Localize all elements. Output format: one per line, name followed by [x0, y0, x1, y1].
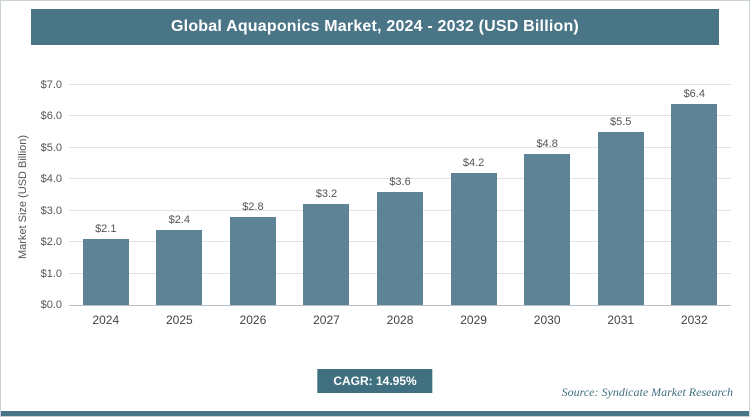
- gridline: [69, 178, 731, 180]
- bar-column: $4.2: [437, 86, 511, 305]
- x-tick-label: 2031: [607, 313, 635, 327]
- bar-value-label: $4.2: [462, 157, 485, 169]
- gridline: [69, 146, 731, 148]
- x-tick-label: 2027: [313, 313, 340, 327]
- bar: [450, 173, 497, 305]
- bar-column: $5.5: [584, 86, 658, 305]
- source-attribution: Source: Syndicate Market Research: [561, 385, 733, 399]
- bar: [671, 103, 718, 305]
- y-tick-label: $7.0: [40, 79, 62, 91]
- bar-value-label: $2.8: [242, 201, 264, 213]
- bar: [597, 132, 644, 305]
- gridline: [69, 115, 731, 117]
- x-tick-label: 2024: [92, 313, 120, 327]
- bar: [377, 191, 424, 305]
- bar-value-label: $6.4: [683, 87, 705, 100]
- x-tick-label: 2030: [533, 313, 561, 327]
- bar: [303, 204, 350, 305]
- y-tick-label: $5.0: [40, 141, 62, 154]
- bar-columns: $2.1 $2.4 $2.8 $3.2 $3.6 $4.2 $4.8 $5.5 $6.4: [69, 86, 731, 305]
- bar-value-label: $3.2: [315, 188, 338, 201]
- bar-column: $2.1: [69, 86, 143, 305]
- bar-value-label: $2.4: [168, 213, 191, 226]
- y-tick-label: $4.0: [40, 173, 62, 186]
- cagr-badge: CAGR: 14.95%: [317, 369, 433, 393]
- x-tick-label: 2026: [239, 313, 267, 327]
- bottom-accent-strip: [1, 411, 749, 416]
- bar-column: $3.6: [363, 86, 437, 305]
- y-tick-label: $3.0: [40, 204, 62, 217]
- y-tick-label: $6.0: [40, 110, 62, 123]
- bar-value-label: $3.6: [389, 175, 411, 188]
- bar-column: $2.4: [143, 86, 217, 305]
- y-tick-label: $1.0: [40, 267, 62, 280]
- x-axis-labels: 2024 2025 2026 2027 2028 2029 2030 2031 2032: [69, 313, 731, 327]
- bar: [156, 229, 203, 305]
- chart-title: Global Aquaponics Market, 2024 - 2032 (U…: [31, 9, 719, 45]
- bar: [82, 239, 129, 305]
- bar-value-label: $5.5: [610, 116, 632, 129]
- x-tick-label: 2025: [165, 313, 193, 327]
- bar-column: $3.2: [290, 86, 364, 305]
- gridline: [69, 84, 731, 85]
- bar-value-label: $2.1: [95, 223, 117, 235]
- bar-column: $2.8: [216, 86, 290, 305]
- plot-area: $0.0 $1.0 $2.0 $3.0 $4.0 $5.0 $6.0 $7.0 $2.1 $2.4…: [41, 79, 731, 311]
- bar-column: $4.8: [510, 86, 584, 305]
- x-tick-label: 2029: [460, 313, 487, 327]
- y-tick-label: $2.0: [40, 236, 62, 249]
- bar: [524, 154, 571, 305]
- bar: [229, 217, 276, 305]
- bar-column: $6.4: [658, 86, 732, 305]
- x-tick-label: 2032: [680, 313, 708, 327]
- y-tick-label: $0.0: [40, 299, 62, 311]
- bar-value-label: $4.8: [536, 138, 558, 151]
- bar-chart: Market Size (USD Billion) $0.0 $1.0 $2.0 $3…: [1, 61, 750, 341]
- x-tick-label: 2028: [386, 313, 414, 327]
